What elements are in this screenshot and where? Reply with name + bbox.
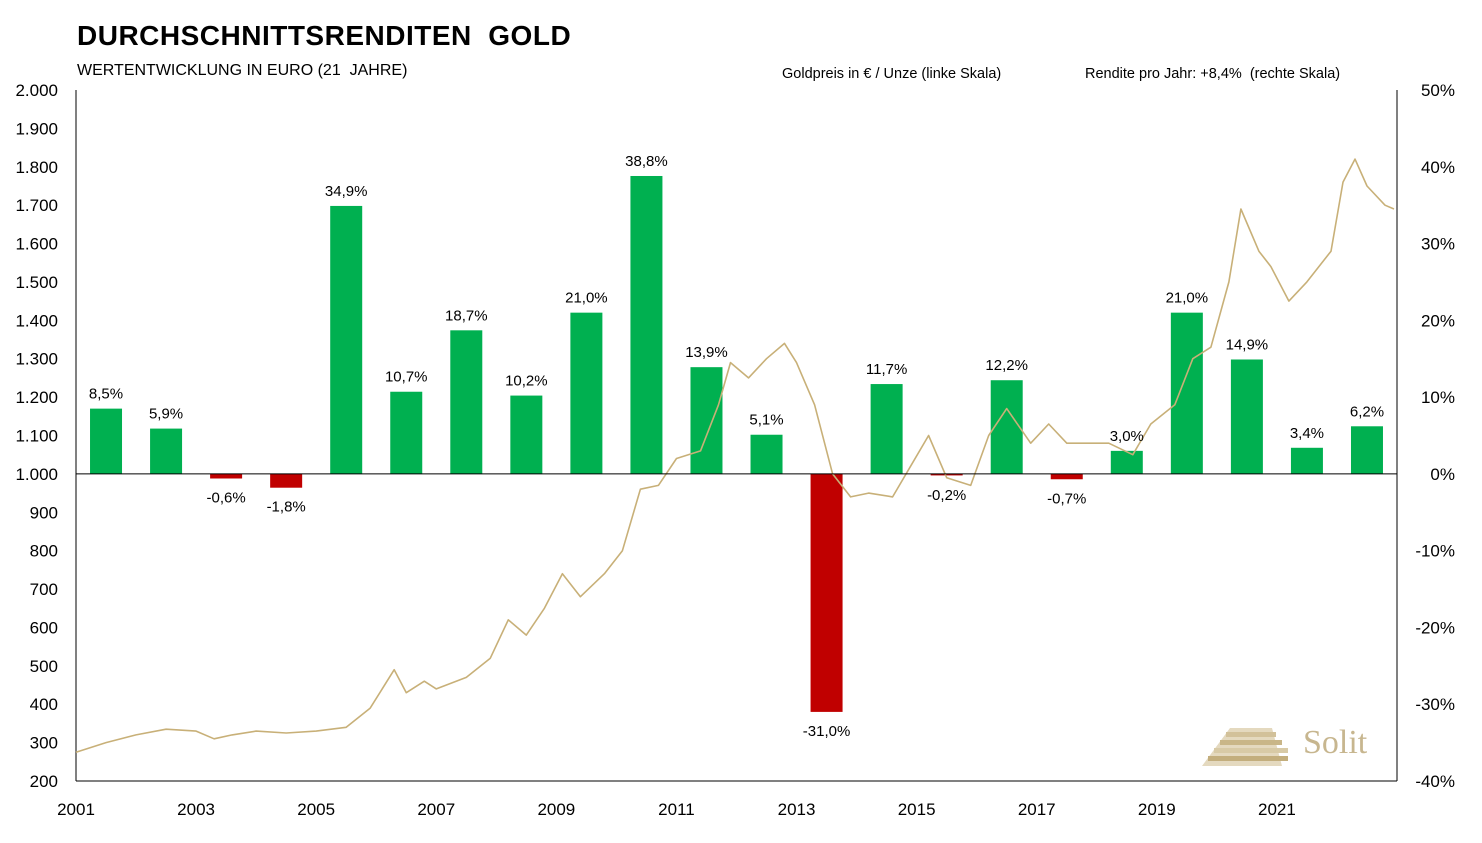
bar-data-label: 12,2%	[985, 357, 1028, 374]
return-bar	[630, 175, 663, 474]
return-bar	[570, 312, 603, 474]
x-tick-label: 2019	[1138, 800, 1176, 819]
return-bar	[510, 395, 543, 474]
return-bar	[90, 408, 123, 474]
y-left-tick-label: 800	[30, 542, 58, 561]
y-left-tick-label: 1.300	[15, 350, 58, 369]
legend-gold-price: Goldpreis in € / Unze (linke Skala)	[782, 66, 1002, 82]
return-bar	[390, 391, 423, 474]
bar-data-label: 3,4%	[1290, 425, 1324, 442]
return-bar	[1050, 473, 1083, 480]
bar-data-label: 6,2%	[1350, 403, 1384, 420]
y-left-tick-label: 1.000	[15, 465, 58, 484]
return-bar	[1350, 426, 1383, 474]
solit-logo-text: Solit	[1303, 724, 1368, 761]
bar-data-label: -0,7%	[1047, 490, 1086, 507]
y-left-tick-label: 1.800	[15, 158, 58, 177]
bar-data-label: 13,9%	[685, 344, 728, 361]
solit-logo-icon	[1202, 728, 1288, 766]
y-left-tick-label: 600	[30, 618, 58, 637]
bar-data-label: -0,6%	[207, 489, 246, 506]
y-left-tick-label: 1.500	[15, 273, 58, 292]
bar-data-label: 21,0%	[565, 290, 608, 307]
y-right-tick-label: 40%	[1421, 158, 1455, 177]
return-bar	[150, 428, 183, 474]
return-bar	[810, 473, 843, 712]
x-tick-label: 2009	[537, 800, 575, 819]
y-right-tick-label: 20%	[1421, 311, 1455, 330]
y-right-tick-label: -10%	[1415, 542, 1455, 561]
y-right-tick-label: -40%	[1415, 772, 1455, 791]
y-right-tick-label: 0%	[1430, 465, 1455, 484]
return-bar	[270, 473, 303, 488]
gold-price-line	[75, 158, 1395, 753]
return-bar	[1170, 312, 1203, 474]
bar-data-label: 5,9%	[149, 406, 183, 423]
bar-data-label: -0,2%	[927, 487, 966, 504]
x-tick-label: 2017	[1018, 800, 1056, 819]
bar-data-label: 3,0%	[1110, 428, 1144, 445]
y-left-tick-label: 400	[30, 695, 58, 714]
chart-title: DURCHSCHNITTSRENDITEN GOLD	[77, 20, 572, 51]
y-left-tick-label: 500	[30, 657, 58, 676]
x-tick-label: 2001	[57, 800, 95, 819]
y-left-tick-label: 1.700	[15, 196, 58, 215]
return-bar	[750, 434, 783, 474]
bar-data-label: 11,7%	[866, 361, 907, 378]
y-right-tick-label: -30%	[1415, 695, 1455, 714]
return-bar	[210, 473, 243, 479]
y-left-tick-label: 1.200	[15, 388, 58, 407]
x-tick-label: 2003	[177, 800, 215, 819]
return-bar	[870, 384, 903, 474]
y-left-tick-label: 1.900	[15, 119, 58, 138]
bar-data-label: 38,8%	[625, 153, 668, 170]
return-bar	[1110, 450, 1143, 474]
x-tick-label: 2005	[297, 800, 335, 819]
return-bar	[690, 367, 723, 474]
y-right-tick-label: -20%	[1415, 618, 1455, 637]
y-right-tick-label: 30%	[1421, 235, 1455, 254]
y-left-tick-label: 2.000	[15, 81, 58, 100]
y-left-tick-label: 1.400	[15, 311, 58, 330]
y-right-tick-label: 50%	[1421, 81, 1455, 100]
y-left-tick-label: 1.600	[15, 235, 58, 254]
bar-data-label: 5,1%	[749, 412, 783, 429]
x-tick-label: 2015	[898, 800, 936, 819]
y-right-tick-label: 10%	[1421, 388, 1455, 407]
y-left-tick-label: 200	[30, 772, 58, 791]
bar-data-label: 10,7%	[385, 369, 428, 386]
chart-subtitle: WERTENTWICKLUNG IN EURO (21 JAHRE)	[77, 62, 408, 79]
x-tick-label: 2007	[417, 800, 455, 819]
bar-data-label: -1,8%	[267, 499, 306, 516]
x-tick-label: 2021	[1258, 800, 1296, 819]
y-left-tick-label: 1.100	[15, 427, 58, 446]
y-left-tick-label: 700	[30, 580, 58, 599]
x-tick-label: 2011	[658, 800, 695, 819]
return-bar	[330, 205, 363, 474]
return-bar	[1230, 359, 1263, 474]
bar-data-label: 34,9%	[325, 183, 368, 200]
bar-data-label: 14,9%	[1226, 336, 1269, 353]
bar-data-label: 18,7%	[445, 307, 488, 324]
y-left-tick-label: 900	[30, 503, 58, 522]
return-bar	[990, 380, 1023, 474]
bar-data-label: -31,0%	[803, 723, 851, 740]
return-bar	[450, 330, 483, 474]
bar-data-label: 10,2%	[505, 373, 548, 390]
return-bar	[930, 473, 963, 476]
return-bar	[1290, 447, 1323, 474]
y-left-tick-label: 300	[30, 734, 58, 753]
bar-data-label: 21,0%	[1166, 290, 1209, 307]
bar-data-label: 8,5%	[89, 386, 123, 403]
x-tick-label: 2013	[778, 800, 816, 819]
legend-annual-return: Rendite pro Jahr: +8,4% (rechte Skala)	[1085, 66, 1341, 82]
